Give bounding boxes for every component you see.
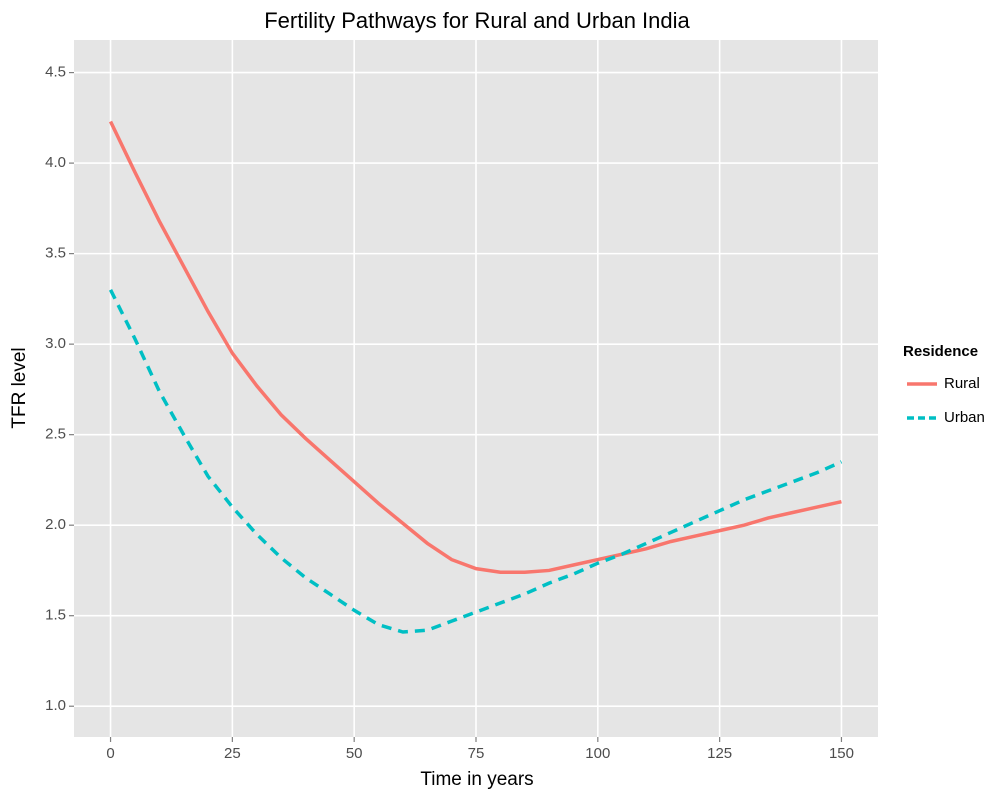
y-tick-label: 1.0 (45, 697, 66, 714)
y-tick-label: 4.5 (45, 64, 66, 81)
x-tick-label: 50 (346, 745, 363, 762)
y-axis-title: TFR level (9, 347, 30, 428)
x-tick-label: 125 (707, 745, 732, 762)
y-tick-label: 3.5 (45, 245, 66, 262)
y-tick-label: 3.0 (45, 335, 66, 352)
y-tick-label: 1.5 (45, 607, 66, 624)
series-line (108, 120, 842, 574)
x-tick-label: 100 (585, 745, 610, 762)
y-tick-label: 2.0 (45, 516, 66, 533)
legend-title: Residence (903, 343, 978, 360)
x-axis-title: Time in years (420, 769, 533, 790)
y-tick-label: 2.5 (45, 426, 66, 443)
series-line (108, 289, 843, 634)
x-tick-label: 25 (224, 745, 241, 762)
legend-label: Rural (944, 375, 980, 392)
x-tick-label: 75 (468, 745, 485, 762)
legend-label: Urban (944, 409, 985, 426)
y-tick-label: 4.0 (45, 154, 66, 171)
chart-title: Fertility Pathways for Rural and Urban I… (264, 8, 690, 33)
x-tick-label: 0 (106, 745, 114, 762)
legend: Residence Rural Urban (903, 343, 985, 426)
x-tick-label: 150 (829, 745, 854, 762)
